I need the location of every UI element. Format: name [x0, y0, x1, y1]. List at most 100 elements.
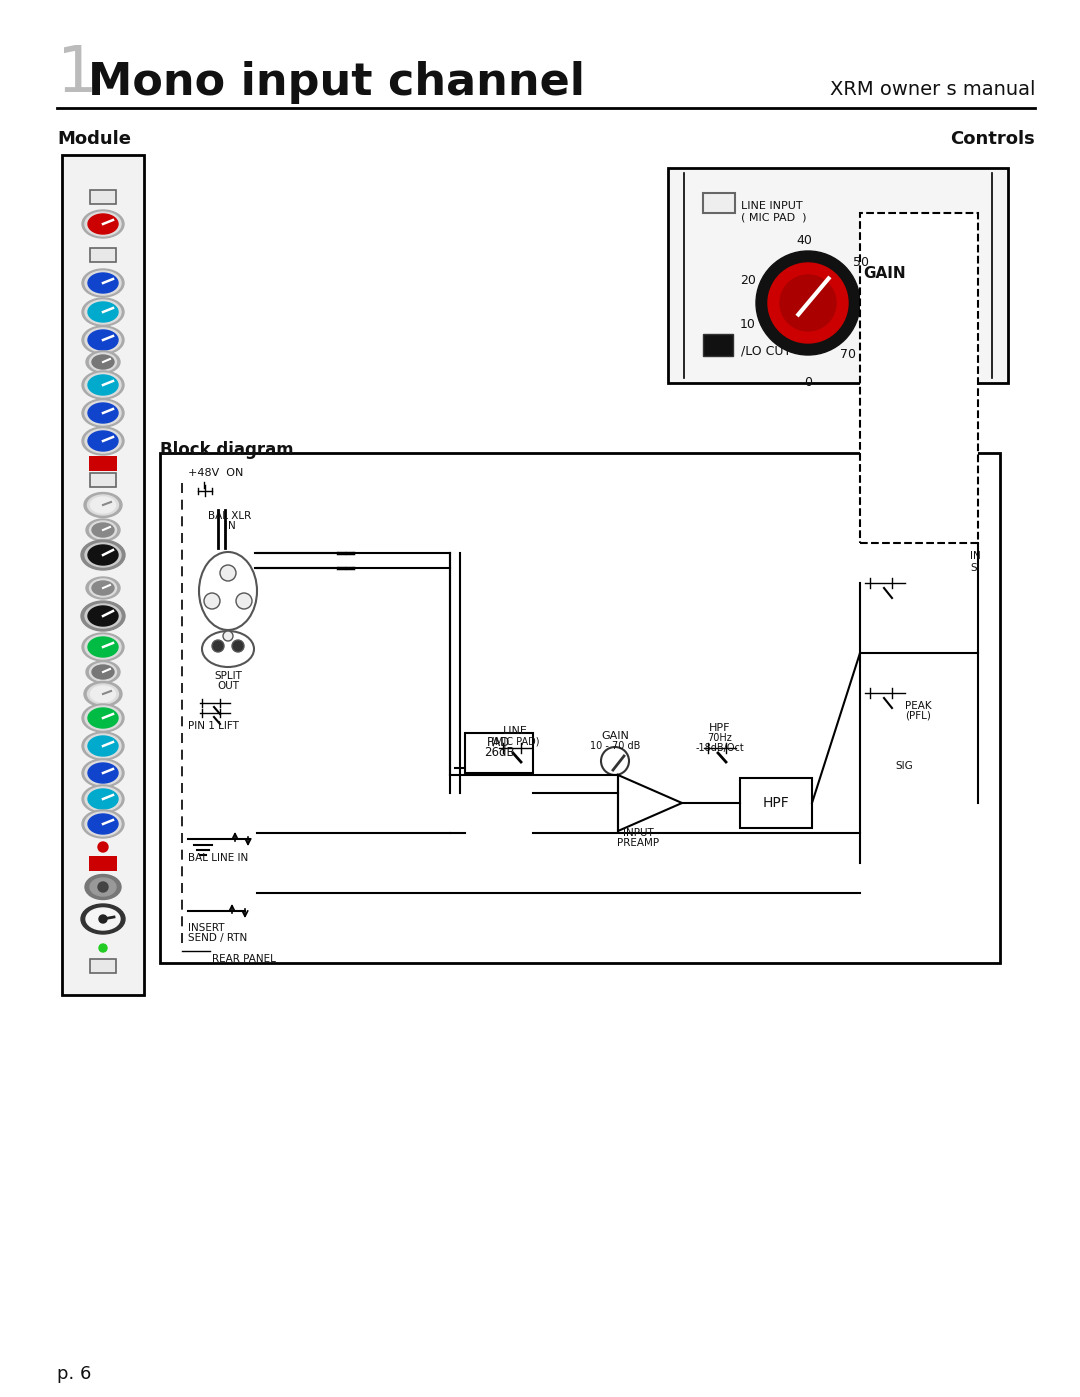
Circle shape — [768, 263, 848, 344]
Text: (MIC PAD): (MIC PAD) — [490, 736, 539, 746]
Ellipse shape — [84, 682, 122, 707]
Ellipse shape — [87, 302, 118, 321]
Circle shape — [220, 564, 237, 581]
Ellipse shape — [85, 373, 121, 397]
Ellipse shape — [91, 686, 116, 703]
Text: 1: 1 — [57, 43, 97, 105]
Ellipse shape — [82, 810, 124, 838]
Ellipse shape — [202, 631, 254, 666]
Ellipse shape — [82, 326, 124, 353]
Text: PREAMP: PREAMP — [617, 838, 659, 848]
Text: Block diagram: Block diagram — [160, 441, 294, 460]
Bar — [860, 212, 978, 543]
Circle shape — [232, 640, 244, 652]
Ellipse shape — [92, 522, 114, 536]
Text: HPF: HPF — [762, 796, 789, 810]
Ellipse shape — [92, 581, 114, 595]
Ellipse shape — [85, 429, 121, 453]
Text: ( MIC PAD  ): ( MIC PAD ) — [741, 212, 807, 222]
Bar — [90, 249, 116, 263]
Bar — [703, 334, 733, 356]
Text: /LO CUT: /LO CUT — [741, 344, 792, 358]
Ellipse shape — [84, 493, 122, 517]
Ellipse shape — [90, 521, 117, 539]
Ellipse shape — [85, 401, 121, 425]
Ellipse shape — [82, 210, 124, 237]
Text: BAL LINE IN: BAL LINE IN — [188, 854, 248, 863]
Ellipse shape — [82, 270, 124, 298]
Text: -18dB/Oct: -18dB/Oct — [696, 743, 744, 753]
Text: 40: 40 — [796, 235, 812, 247]
Ellipse shape — [87, 736, 118, 756]
Ellipse shape — [85, 705, 121, 731]
Ellipse shape — [87, 432, 118, 451]
Ellipse shape — [82, 732, 124, 760]
Circle shape — [756, 251, 860, 355]
Text: GAIN: GAIN — [863, 265, 906, 281]
Ellipse shape — [82, 298, 124, 326]
Ellipse shape — [82, 427, 124, 455]
Ellipse shape — [86, 520, 120, 541]
Text: PIN 1 LIFT: PIN 1 LIFT — [188, 721, 239, 731]
Circle shape — [237, 592, 252, 609]
Text: (PFL): (PFL) — [905, 711, 931, 721]
Ellipse shape — [82, 704, 124, 732]
Text: 10 - 70 dB: 10 - 70 dB — [590, 740, 640, 752]
Ellipse shape — [87, 763, 118, 782]
Ellipse shape — [85, 787, 121, 812]
Ellipse shape — [87, 685, 119, 704]
Ellipse shape — [85, 604, 121, 629]
Text: 26dB: 26dB — [484, 746, 514, 760]
Circle shape — [204, 592, 220, 609]
Text: SPLIT: SPLIT — [214, 671, 242, 680]
Ellipse shape — [87, 402, 118, 423]
Ellipse shape — [199, 552, 257, 630]
Text: PAD: PAD — [487, 736, 511, 750]
Bar — [465, 733, 534, 773]
Text: INSERT: INSERT — [188, 923, 225, 933]
Ellipse shape — [86, 577, 120, 599]
Ellipse shape — [90, 877, 116, 895]
Text: BAL XLR: BAL XLR — [208, 511, 252, 521]
Text: SEND / RTN: SEND / RTN — [188, 933, 247, 943]
Circle shape — [98, 882, 108, 893]
Text: 70Hz: 70Hz — [707, 733, 732, 743]
Text: REAR PANEL: REAR PANEL — [212, 954, 275, 964]
Circle shape — [600, 747, 629, 775]
Text: 0: 0 — [804, 376, 812, 388]
Ellipse shape — [87, 495, 119, 515]
Ellipse shape — [87, 606, 118, 626]
Ellipse shape — [86, 351, 120, 373]
Ellipse shape — [91, 497, 116, 513]
Ellipse shape — [86, 908, 120, 930]
Bar — [703, 193, 735, 212]
Circle shape — [222, 631, 233, 641]
Ellipse shape — [82, 759, 124, 787]
Text: OUT: OUT — [217, 680, 239, 692]
Ellipse shape — [87, 374, 118, 395]
Ellipse shape — [92, 665, 114, 679]
Ellipse shape — [87, 545, 118, 564]
Ellipse shape — [87, 272, 118, 293]
Text: Controls: Controls — [950, 130, 1035, 148]
Text: +48V  ON: +48V ON — [188, 468, 243, 478]
Ellipse shape — [85, 300, 121, 324]
Bar — [90, 958, 116, 972]
Ellipse shape — [90, 353, 117, 372]
Text: IN: IN — [225, 521, 235, 531]
Ellipse shape — [87, 789, 118, 809]
Ellipse shape — [86, 661, 120, 683]
Text: GAIN: GAIN — [602, 731, 629, 740]
Ellipse shape — [90, 664, 117, 680]
Ellipse shape — [87, 214, 118, 235]
Ellipse shape — [85, 812, 121, 835]
Ellipse shape — [85, 328, 121, 352]
Bar — [740, 778, 812, 828]
Ellipse shape — [90, 578, 117, 597]
Circle shape — [98, 842, 108, 852]
Circle shape — [212, 640, 224, 652]
Text: 10: 10 — [740, 319, 756, 331]
Ellipse shape — [87, 330, 118, 351]
Bar — [89, 455, 117, 471]
Text: p. 6: p. 6 — [57, 1365, 92, 1383]
